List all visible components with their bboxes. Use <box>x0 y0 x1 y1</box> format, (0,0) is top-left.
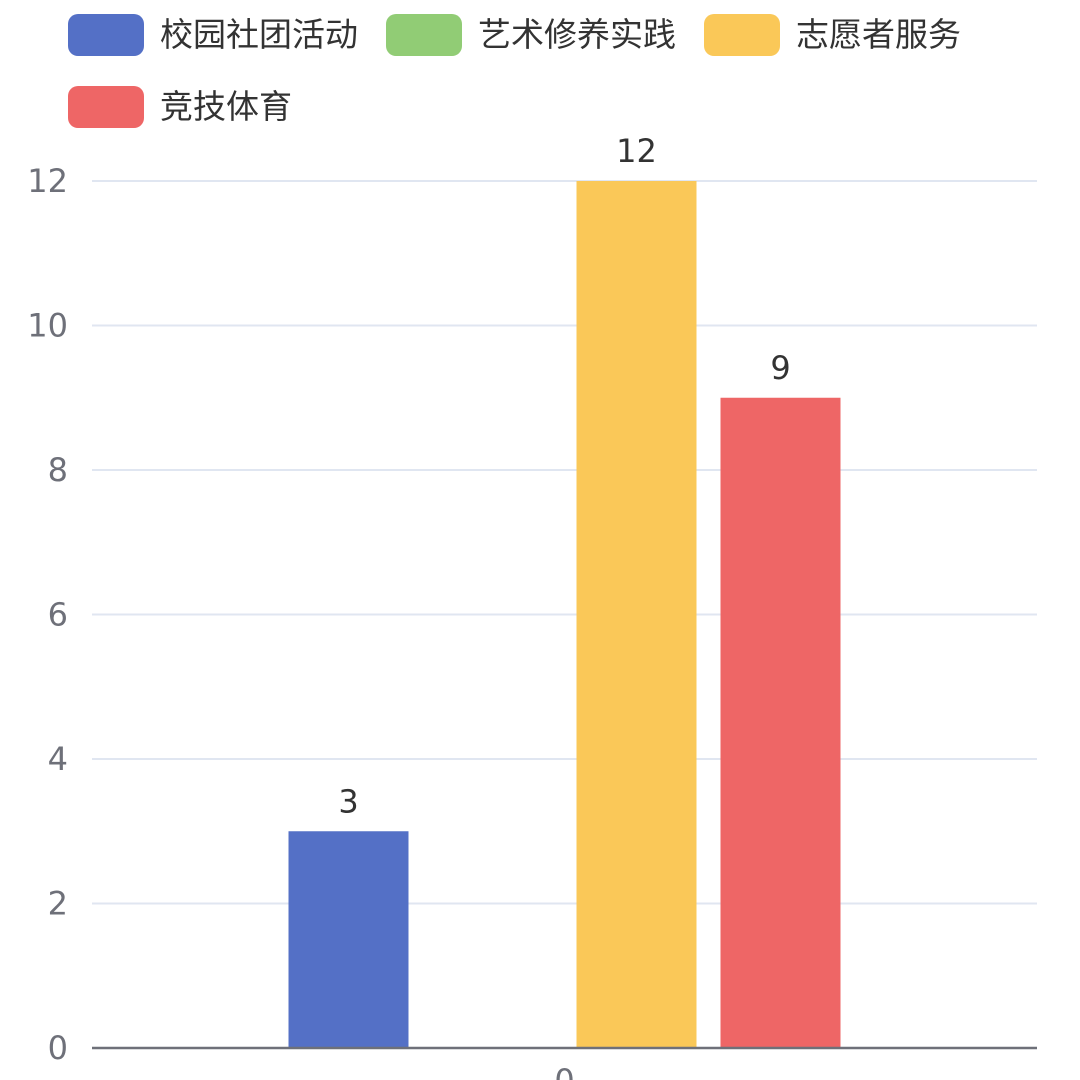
legend-label-series-4: 竞技体育 <box>160 87 292 126</box>
legend-label-series-3: 志愿者服务 <box>796 15 961 54</box>
legend-label-series-2: 艺术修养实践 <box>478 15 676 54</box>
legend-label-series-1: 校园社团活动 <box>160 15 358 54</box>
bar-series-1 <box>288 831 409 1048</box>
bar-series-4 <box>720 397 841 1048</box>
data-label-series-4: 9 <box>770 349 790 387</box>
legend-swatch-series-4 <box>68 86 144 128</box>
y-tick-label: 6 <box>48 596 68 634</box>
y-tick-label: 0 <box>48 1029 68 1067</box>
legend-item-series-3[interactable]: 志愿者服务 <box>704 14 961 56</box>
x-tick-label: 0 <box>554 1062 574 1080</box>
y-tick-label: 8 <box>48 451 68 489</box>
legend-swatch-series-3 <box>704 14 780 56</box>
y-tick-label: 12 <box>27 162 68 200</box>
legend-swatch-series-2 <box>386 14 462 56</box>
y-tick-label: 10 <box>27 307 68 345</box>
y-tick-label: 2 <box>48 885 68 923</box>
legend-item-series-2[interactable]: 艺术修养实践 <box>386 14 676 56</box>
y-tick-label: 4 <box>48 740 68 778</box>
data-label-series-3: 12 <box>616 132 657 170</box>
bar-series-3 <box>576 181 697 1048</box>
legend-swatch-series-1 <box>68 14 144 56</box>
legend-item-series-1[interactable]: 校园社团活动 <box>68 14 358 56</box>
chart-legend: 校园社团活动 艺术修养实践 志愿者服务 竞技体育 <box>68 14 1058 128</box>
data-label-series-1: 3 <box>338 782 358 820</box>
legend-item-series-4[interactable]: 竞技体育 <box>68 86 292 128</box>
